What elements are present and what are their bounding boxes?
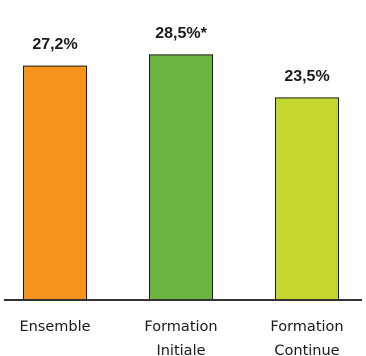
value-label-0: 27,2%: [32, 36, 77, 53]
bar-0: [23, 65, 87, 301]
category-labels-group: Ensemble Formation Initiale Formation Contin…: [19, 319, 343, 356]
value-label-2: 23,5%: [284, 68, 329, 85]
bars-group: [23, 54, 339, 301]
category-label-line: Continue: [274, 343, 339, 356]
category-label-line: Ensemble: [19, 319, 90, 335]
category-label-2: Formation Continue: [270, 319, 343, 356]
category-label-line: Formation: [144, 319, 217, 335]
value-labels-group: 27,2% 28,5%* 23,5%: [32, 25, 329, 85]
value-label-1: 28,5%*: [155, 25, 207, 42]
bar-2: [275, 97, 339, 301]
category-label-line: Initiale: [156, 343, 205, 356]
category-label-0: Ensemble: [19, 319, 90, 335]
bar-1: [149, 54, 213, 301]
category-label-1: Formation Initiale: [144, 319, 217, 356]
category-label-line: Formation: [270, 319, 343, 335]
